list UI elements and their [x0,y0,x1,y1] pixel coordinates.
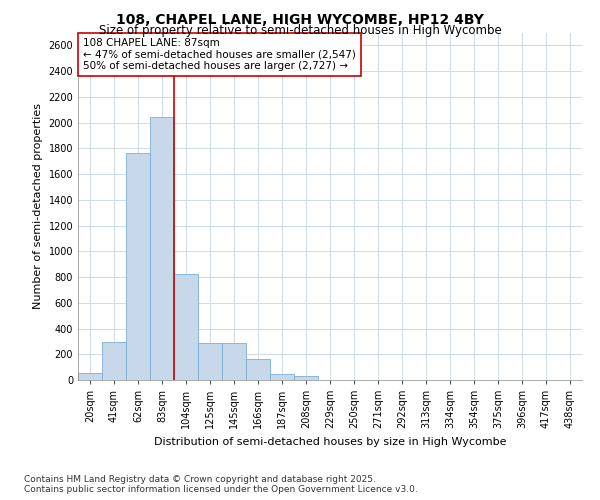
X-axis label: Distribution of semi-detached houses by size in High Wycombe: Distribution of semi-detached houses by … [154,436,506,446]
Bar [102,342,126,380]
Bar [78,373,102,380]
Bar [126,154,150,380]
Bar [270,374,294,380]
Bar [294,376,318,380]
Bar [150,118,174,380]
Bar [222,342,246,380]
Text: 108 CHAPEL LANE: 87sqm
← 47% of semi-detached houses are smaller (2,547)
50% of : 108 CHAPEL LANE: 87sqm ← 47% of semi-det… [83,38,356,71]
Text: Contains HM Land Registry data © Crown copyright and database right 2025.
Contai: Contains HM Land Registry data © Crown c… [24,474,418,494]
Bar [198,342,222,380]
Text: 108, CHAPEL LANE, HIGH WYCOMBE, HP12 4BY: 108, CHAPEL LANE, HIGH WYCOMBE, HP12 4BY [116,12,484,26]
Text: Size of property relative to semi-detached houses in High Wycombe: Size of property relative to semi-detach… [98,24,502,37]
Bar [246,360,270,380]
Bar [174,274,198,380]
Y-axis label: Number of semi-detached properties: Number of semi-detached properties [33,104,43,309]
